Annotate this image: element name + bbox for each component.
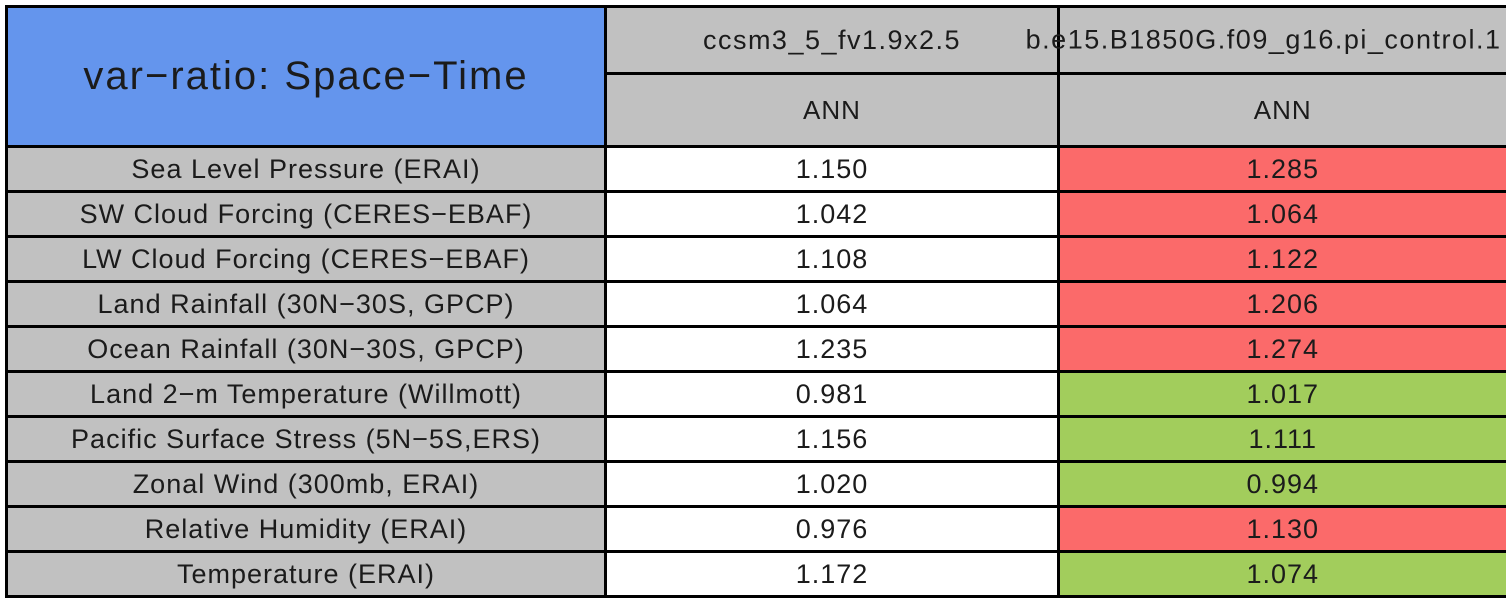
model2-value: 1.074	[1057, 550, 1506, 598]
model1-name-header: ccsm3_5_fv1.9x2.5	[604, 5, 1060, 75]
model2-value: 1.064	[1057, 190, 1506, 238]
metric-label: Land Rainfall (30N−30S, GPCP)	[5, 280, 607, 328]
model2-name-header: b.e15.B1850G.f09_g16.pi_control.1	[1026, 5, 1506, 75]
model1-value: 1.235	[604, 325, 1060, 373]
model-name-row: var−ratio: Space−Time ccsm3_5_fv1.9x2.5 …	[5, 5, 1506, 148]
model1-value: 1.108	[604, 235, 1060, 283]
table-row: SW Cloud Forcing (CERES−EBAF) 1.042 1.064	[5, 190, 1506, 238]
table-row: Temperature (ERAI) 1.172 1.074	[5, 550, 1506, 598]
metric-label: Relative Humidity (ERAI)	[5, 505, 607, 553]
model1-value: 1.020	[604, 460, 1060, 508]
table-row: LW Cloud Forcing (CERES−EBAF) 1.108 1.122	[5, 235, 1506, 283]
table-row: Land 2−m Temperature (Willmott) 0.981 1.01…	[5, 370, 1506, 418]
table-row: Zonal Wind (300mb, ERAI) 1.020 0.994	[5, 460, 1506, 508]
model2-value: 1.206	[1057, 280, 1506, 328]
model1-value: 1.042	[604, 190, 1060, 238]
metric-label: Pacific Surface Stress (5N−5S,ERS)	[5, 415, 607, 463]
model2-value: 1.122	[1057, 235, 1506, 283]
season-row: ANN ANN	[7, 72, 1506, 148]
metric-label: SW Cloud Forcing (CERES−EBAF)	[5, 190, 607, 238]
table-title: var−ratio: Space−Time	[5, 5, 607, 148]
metrics-table: var−ratio: Space−Time ccsm3_5_fv1.9x2.5 …	[5, 5, 1506, 598]
metric-label: Ocean Rainfall (30N−30S, GPCP)	[5, 325, 607, 373]
metric-label: LW Cloud Forcing (CERES−EBAF)	[5, 235, 607, 283]
table-row: Relative Humidity (ERAI) 0.976 1.130	[5, 505, 1506, 553]
metric-label: Temperature (ERAI)	[5, 550, 607, 598]
metric-label: Zonal Wind (300mb, ERAI)	[5, 460, 607, 508]
metric-label: Land 2−m Temperature (Willmott)	[5, 370, 607, 418]
table-header: var−ratio: Space−Time ccsm3_5_fv1.9x2.5 …	[5, 5, 1506, 148]
model1-value: 0.976	[604, 505, 1060, 553]
model1-value: 1.150	[604, 145, 1060, 193]
model2-value: 1.274	[1057, 325, 1506, 373]
model2-value: 1.111	[1057, 415, 1506, 463]
table-row: Sea Level Pressure (ERAI) 1.150 1.285	[5, 145, 1506, 193]
metric-label: Sea Level Pressure (ERAI)	[5, 145, 607, 193]
model1-value: 1.064	[604, 280, 1060, 328]
model1-season-header: ANN	[604, 72, 1060, 148]
model1-value: 1.172	[604, 550, 1060, 598]
table-row: Land Rainfall (30N−30S, GPCP) 1.064 1.206	[5, 280, 1506, 328]
model2-name-text: b.e15.B1850G.f09_g16.pi_control.1	[1025, 24, 1502, 55]
table-row: Pacific Surface Stress (5N−5S,ERS) 1.156 1…	[5, 415, 1506, 463]
model2-value: 0.994	[1057, 460, 1506, 508]
model2-value: 1.017	[1057, 370, 1506, 418]
model2-season-header: ANN	[1057, 72, 1506, 148]
model1-value: 0.981	[604, 370, 1060, 418]
model2-value: 1.285	[1057, 145, 1506, 193]
model2-value: 1.130	[1057, 505, 1506, 553]
table-body: Sea Level Pressure (ERAI) 1.150 1.285 SW Cl…	[5, 145, 1506, 598]
model1-value: 1.156	[604, 415, 1060, 463]
table-row: Ocean Rainfall (30N−30S, GPCP) 1.235 1.274	[5, 325, 1506, 373]
